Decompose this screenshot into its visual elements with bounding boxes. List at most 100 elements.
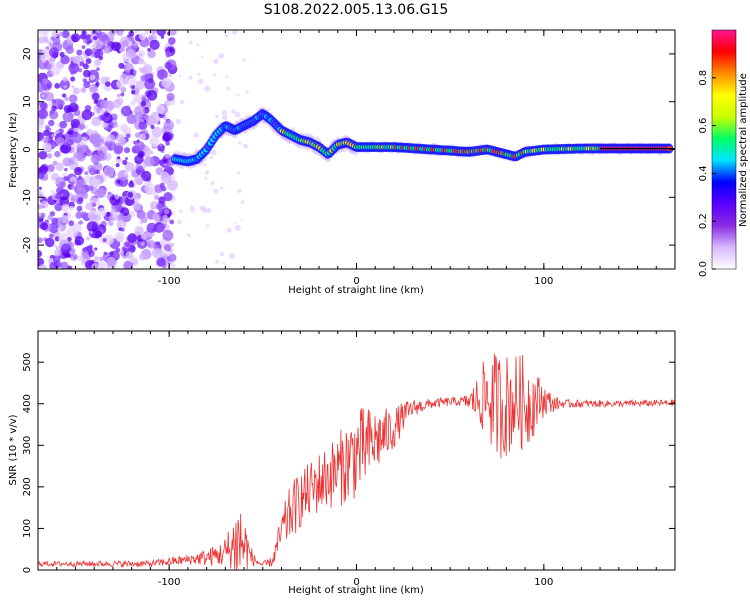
noise-blob xyxy=(72,133,83,144)
noise-blob xyxy=(48,57,56,65)
noise-blob xyxy=(38,30,50,36)
noise-blob xyxy=(125,251,134,259)
noise-blob xyxy=(124,241,131,248)
noise-speckle xyxy=(224,33,229,38)
noise-blob xyxy=(70,76,76,82)
noise-blob xyxy=(152,213,160,221)
noise-blob xyxy=(150,206,154,210)
noise-blob xyxy=(51,217,59,225)
noise-speckle xyxy=(229,253,235,259)
noise-blob xyxy=(63,214,68,219)
noise-speckle xyxy=(179,100,185,105)
noise-blob xyxy=(162,214,168,221)
noise-speckle xyxy=(218,53,224,59)
noise-blob xyxy=(162,159,168,165)
noise-blob xyxy=(55,162,64,172)
noise-blob xyxy=(76,205,83,212)
colorbar-tick-label: 0.4 xyxy=(698,165,709,181)
snr-ytick-label: 0 xyxy=(22,567,33,573)
noise-blob xyxy=(85,202,94,211)
noise-blob xyxy=(43,129,50,137)
noise-speckle xyxy=(240,218,244,221)
noise-blob xyxy=(138,32,147,41)
noise-blob xyxy=(96,67,100,71)
noise-blob xyxy=(163,116,168,121)
noise-blob xyxy=(81,250,89,258)
noise-blob xyxy=(146,222,157,234)
noise-blob xyxy=(38,81,45,93)
noise-blob xyxy=(38,171,45,180)
noise-blob xyxy=(114,99,118,103)
noise-blob xyxy=(78,123,86,130)
spectrogram-ytick-label: 0 xyxy=(22,146,33,152)
noise-blob xyxy=(100,114,107,121)
noise-blob xyxy=(69,250,74,255)
noise-blob xyxy=(119,36,131,48)
noise-blob xyxy=(141,242,145,246)
noise-blob xyxy=(112,30,117,34)
noise-blob xyxy=(95,188,104,198)
noise-blob xyxy=(140,232,148,240)
noise-blob xyxy=(54,249,62,257)
noise-blob xyxy=(38,117,45,126)
noise-blob xyxy=(77,255,84,262)
noise-blob xyxy=(76,49,83,56)
noise-speckle xyxy=(177,219,182,225)
noise-blob xyxy=(137,57,145,65)
noise-blob xyxy=(105,256,117,268)
noise-blob xyxy=(147,240,156,249)
noise-blob xyxy=(143,129,149,135)
noise-blob xyxy=(73,157,79,163)
noise-speckle xyxy=(186,233,191,238)
noise-speckle xyxy=(190,204,193,208)
noise-blob xyxy=(60,243,72,254)
noise-blob xyxy=(163,120,174,131)
noise-blob xyxy=(107,145,111,149)
noise-blob xyxy=(126,113,137,125)
noise-speckle xyxy=(199,205,206,212)
noise-speckle xyxy=(213,58,219,65)
noise-blob xyxy=(105,211,111,217)
noise-blob xyxy=(115,247,121,253)
noise-blob xyxy=(149,39,160,50)
noise-blob xyxy=(130,99,136,106)
noise-blob xyxy=(167,179,179,191)
noise-blob xyxy=(91,178,102,189)
noise-blob xyxy=(94,99,99,104)
noise-speckle xyxy=(237,188,242,194)
noise-blob xyxy=(48,170,52,175)
noise-blob xyxy=(77,221,81,225)
noise-blob xyxy=(64,96,69,101)
noise-blob xyxy=(82,78,88,83)
noise-blob xyxy=(156,224,165,233)
noise-blob xyxy=(90,154,100,164)
colorbar-tick-label: 0.0 xyxy=(698,261,709,277)
noise-speckle xyxy=(210,181,215,186)
noise-blob xyxy=(50,65,61,76)
noise-blob xyxy=(93,39,104,50)
figure-title: S108.2022.005.13.06.G15 xyxy=(264,2,449,18)
noise-blob xyxy=(150,150,154,155)
noise-blob xyxy=(117,30,124,37)
noise-speckle xyxy=(204,85,210,92)
noise-blob xyxy=(138,120,148,130)
snr-xtick-label: 100 xyxy=(534,577,553,588)
noise-blob xyxy=(87,212,95,220)
noise-blob xyxy=(85,236,91,241)
noise-blob xyxy=(40,212,46,219)
noise-speckle xyxy=(211,149,217,156)
noise-blob xyxy=(69,181,75,186)
noise-blob xyxy=(164,61,172,70)
noise-blob xyxy=(67,106,74,113)
noise-blob xyxy=(144,78,156,90)
noise-blob xyxy=(74,166,83,176)
noise-blob xyxy=(140,215,148,224)
colorbar-tick-label: 0.2 xyxy=(698,213,709,229)
noise-blob xyxy=(93,162,103,172)
noise-blob xyxy=(147,47,151,52)
noise-blob xyxy=(115,157,122,164)
spectrogram-xlabel: Height of straight line (km) xyxy=(288,285,424,296)
noise-blob xyxy=(66,226,78,238)
